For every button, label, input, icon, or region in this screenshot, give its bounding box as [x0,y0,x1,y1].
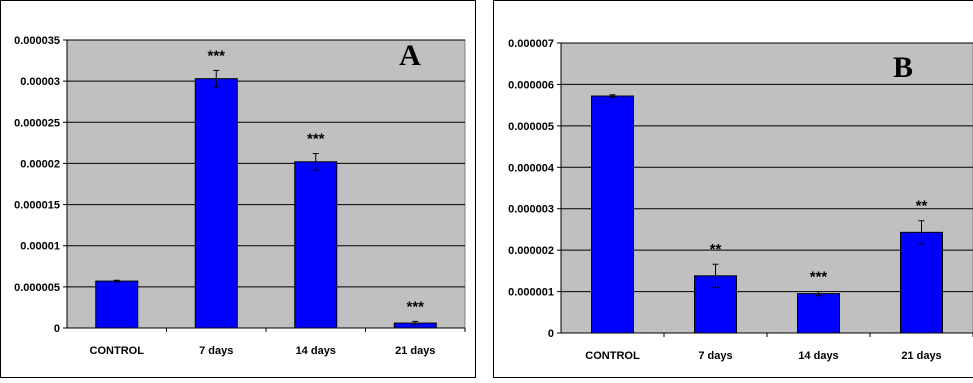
chart-b-y-tick-label: 0.000005 [508,121,554,133]
chart-a-significance-label: *** [307,131,325,148]
chart-a-category-label: CONTROL [90,345,145,357]
chart-b-panel-letter: B [893,51,913,84]
chart-a-bar [295,162,337,328]
chart-a-y-tick-label: 0.000015 [14,200,60,212]
chart-a-y-tick-label: 0.00002 [20,158,60,170]
chart-a-bar [96,281,138,328]
chart-a-y-tick-label: 0.000025 [14,117,60,129]
chart-b-significance-label: ** [916,198,928,215]
chart-a-panel-letter: A [399,39,421,72]
chart-a-bar [195,79,237,328]
chart-a-svg: 0 0.000005 0.00001 0.000015 0.00002 0.000025 0… [0,0,476,378]
chart-a-y-tick-label: 0.00001 [20,241,60,253]
chart-a-significance-label: *** [406,298,424,315]
chart-b-category-label: CONTROL [585,350,640,362]
chart-b-bar [798,294,840,333]
chart-b-y-tick-label: 0.000006 [508,79,554,91]
chart-panel-a: 0 0.000005 0.00001 0.000015 0.00002 0.000025 0… [0,0,476,378]
chart-b-y-tick-label: 0.000003 [508,204,554,216]
chart-a-category-label: 7 days [199,345,233,357]
chart-b-category-label: 7 days [698,350,732,362]
chart-b-category-label: 21 days [901,350,941,362]
chart-b-bar [901,232,943,333]
chart-a-y-tick-label: 0.00003 [20,76,60,88]
chart-a-significance-label: *** [207,47,225,64]
chart-b-significance-label: *** [810,269,828,286]
chart-panel-b: 0 0.000001 0.000002 0.000003 0.000004 0.00000… [493,0,973,378]
chart-a-y-tick-label: 0 [54,323,60,335]
chart-b-y-tick-label: 0.000007 [508,38,554,50]
chart-a-y-tick-label: 0.000005 [14,282,60,294]
chart-b-category-label: 14 days [798,350,838,362]
chart-b-y-tick-label: 0.000004 [508,162,555,174]
chart-a-y-tick-label: 0.000035 [14,35,60,47]
chart-b-y-tick-label: 0 [548,328,554,340]
chart-b-svg: 0 0.000001 0.000002 0.000003 0.000004 0.00000… [493,0,973,378]
chart-b-significance-label: ** [710,241,722,258]
chart-b-y-tick-label: 0.000002 [508,245,554,257]
chart-a-category-label: 21 days [395,345,435,357]
chart-b-bar [592,96,634,333]
chart-b-y-tick-label: 0.000001 [508,287,554,299]
chart-a-category-label: 14 days [296,345,336,357]
